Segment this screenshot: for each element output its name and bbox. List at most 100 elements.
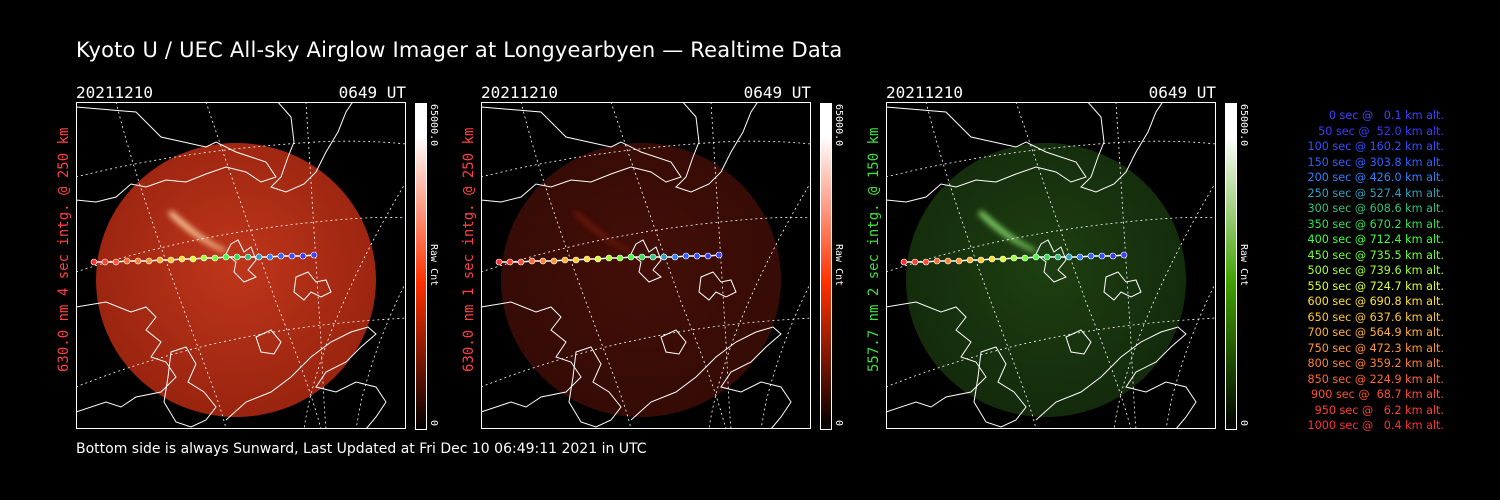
coastline (630, 239, 662, 283)
trajectory-point (1010, 254, 1018, 262)
legend-entry: 50 sec @ 52.0 km alt. (1311, 124, 1444, 138)
trajectory-point (638, 253, 646, 261)
trajectory-point (299, 252, 307, 260)
sky-image (481, 102, 811, 429)
trajectory-point (955, 257, 963, 265)
panel-date: 20211210 (481, 83, 559, 102)
trajectory-point (266, 253, 274, 261)
all-sky-map (481, 102, 811, 429)
legend-entry: 950 sec @ 6.2 km alt. (1311, 403, 1444, 417)
grid-line (760, 281, 811, 429)
page-title: Kyoto U / UEC All-sky Airglow Imager at … (76, 38, 843, 62)
trajectory-point (605, 254, 613, 262)
colorbar (415, 103, 427, 430)
trajectory-point (211, 254, 219, 262)
panel-date: 20211210 (76, 83, 154, 102)
trajectory-point (233, 253, 241, 261)
grid-line (610, 102, 727, 429)
coastline (1103, 271, 1142, 301)
legend-entry: 900 sec @ 68.7 km alt. (1307, 388, 1444, 401)
coastline (76, 301, 177, 413)
trajectory-point (1109, 252, 1117, 260)
grid-line (76, 217, 406, 273)
trajectory-point (178, 255, 186, 263)
trajectory-point (1076, 253, 1084, 261)
trajectory-point (572, 256, 580, 264)
panel-side-label: 557.7 nm 2 sec intg. @ 150 km (866, 127, 882, 372)
panel-side-label: 630.0 nm 1 sec intg. @ 250 km (461, 127, 477, 372)
coastline (1065, 329, 1092, 355)
trajectory-point (1021, 254, 1029, 262)
colorbar-min-label: 0 (833, 420, 844, 427)
colorbar-unit-label: Raw Cnt (833, 244, 844, 287)
trajectory-point (911, 258, 919, 266)
trajectory-point (528, 257, 536, 265)
legend-entry: 150 sec @ 303.8 km alt. (1303, 155, 1444, 169)
grid-line (305, 102, 327, 429)
trajectory-point (539, 257, 547, 265)
coastline (1080, 102, 1164, 193)
coastline (163, 346, 217, 428)
coastline (973, 346, 1027, 428)
trajectory-point (649, 253, 657, 261)
legend-entry: 400 sec @ 712.4 km alt. (1303, 233, 1444, 246)
trajectory-point (627, 253, 635, 261)
grid-line (1015, 102, 1132, 429)
grid-line (710, 102, 732, 429)
coastline (675, 102, 759, 193)
coastline (1035, 239, 1067, 283)
legend-entry: 550 sec @ 724.7 km alt. (1303, 279, 1444, 293)
trajectory-point (1032, 253, 1040, 261)
image-panel-630nm-4sec: 20211210 0649 UT (76, 80, 406, 430)
grid-line (481, 317, 811, 388)
colorbar-min-label: 0 (428, 420, 439, 427)
trajectory-point (1065, 253, 1073, 261)
trajectory-point (550, 257, 558, 265)
legend-entry: 700 sec @ 564.9 km alt. (1303, 326, 1444, 339)
trajectory-point (1120, 251, 1128, 259)
grid-line (355, 281, 406, 429)
grid-line (886, 140, 1216, 178)
trajectory-point (255, 253, 263, 261)
aurora-arc (978, 210, 1037, 252)
grid-line (1165, 281, 1216, 429)
coastline (76, 106, 277, 203)
trajectory-point (682, 252, 690, 260)
trajectory-point (999, 255, 1007, 263)
trajectory-point (922, 258, 930, 266)
grid-line (205, 102, 322, 429)
trajectory-point (1098, 252, 1106, 260)
coastline (1035, 326, 1197, 429)
trajectory-point (900, 258, 908, 266)
legend-entry: 200 sec @ 426.0 km alt. (1303, 171, 1444, 184)
grid-line (481, 140, 811, 178)
legend-entry: 650 sec @ 637.6 km alt. (1303, 310, 1444, 324)
coastline (225, 239, 257, 283)
trajectory-point (495, 258, 503, 266)
coastline (630, 326, 792, 429)
legend-entry: 0 sec @ 0.1 km alt. (1318, 109, 1444, 122)
legend-entry: 750 sec @ 472.3 km alt. (1303, 341, 1444, 355)
panel-time: 0649 UT (338, 83, 406, 102)
trajectory-point (704, 252, 712, 260)
legend-entry: 850 sec @ 224.9 km alt. (1303, 372, 1444, 386)
trajectory-point (988, 255, 996, 263)
legend-entry: 300 sec @ 608.6 km alt. (1303, 202, 1444, 215)
trajectory-point (583, 255, 591, 263)
trajectory-point (506, 258, 514, 266)
coastline (481, 106, 682, 203)
trajectory-point (1043, 253, 1051, 261)
trajectory-point (977, 256, 985, 264)
coastline (225, 326, 387, 429)
trajectory-point (616, 254, 624, 262)
all-sky-map (886, 102, 1216, 429)
grid-line (115, 102, 227, 429)
trajectory-point (244, 253, 252, 261)
grid-line (925, 102, 1037, 429)
coastline (255, 329, 282, 355)
trajectory-point (310, 251, 318, 259)
colorbar (1225, 103, 1237, 430)
trajectory-point (715, 251, 723, 259)
legend-entry: 600 sec @ 690.8 km alt. (1303, 295, 1444, 308)
legend-entry: 1000 sec @ 0.4 km alt. (1307, 419, 1445, 432)
